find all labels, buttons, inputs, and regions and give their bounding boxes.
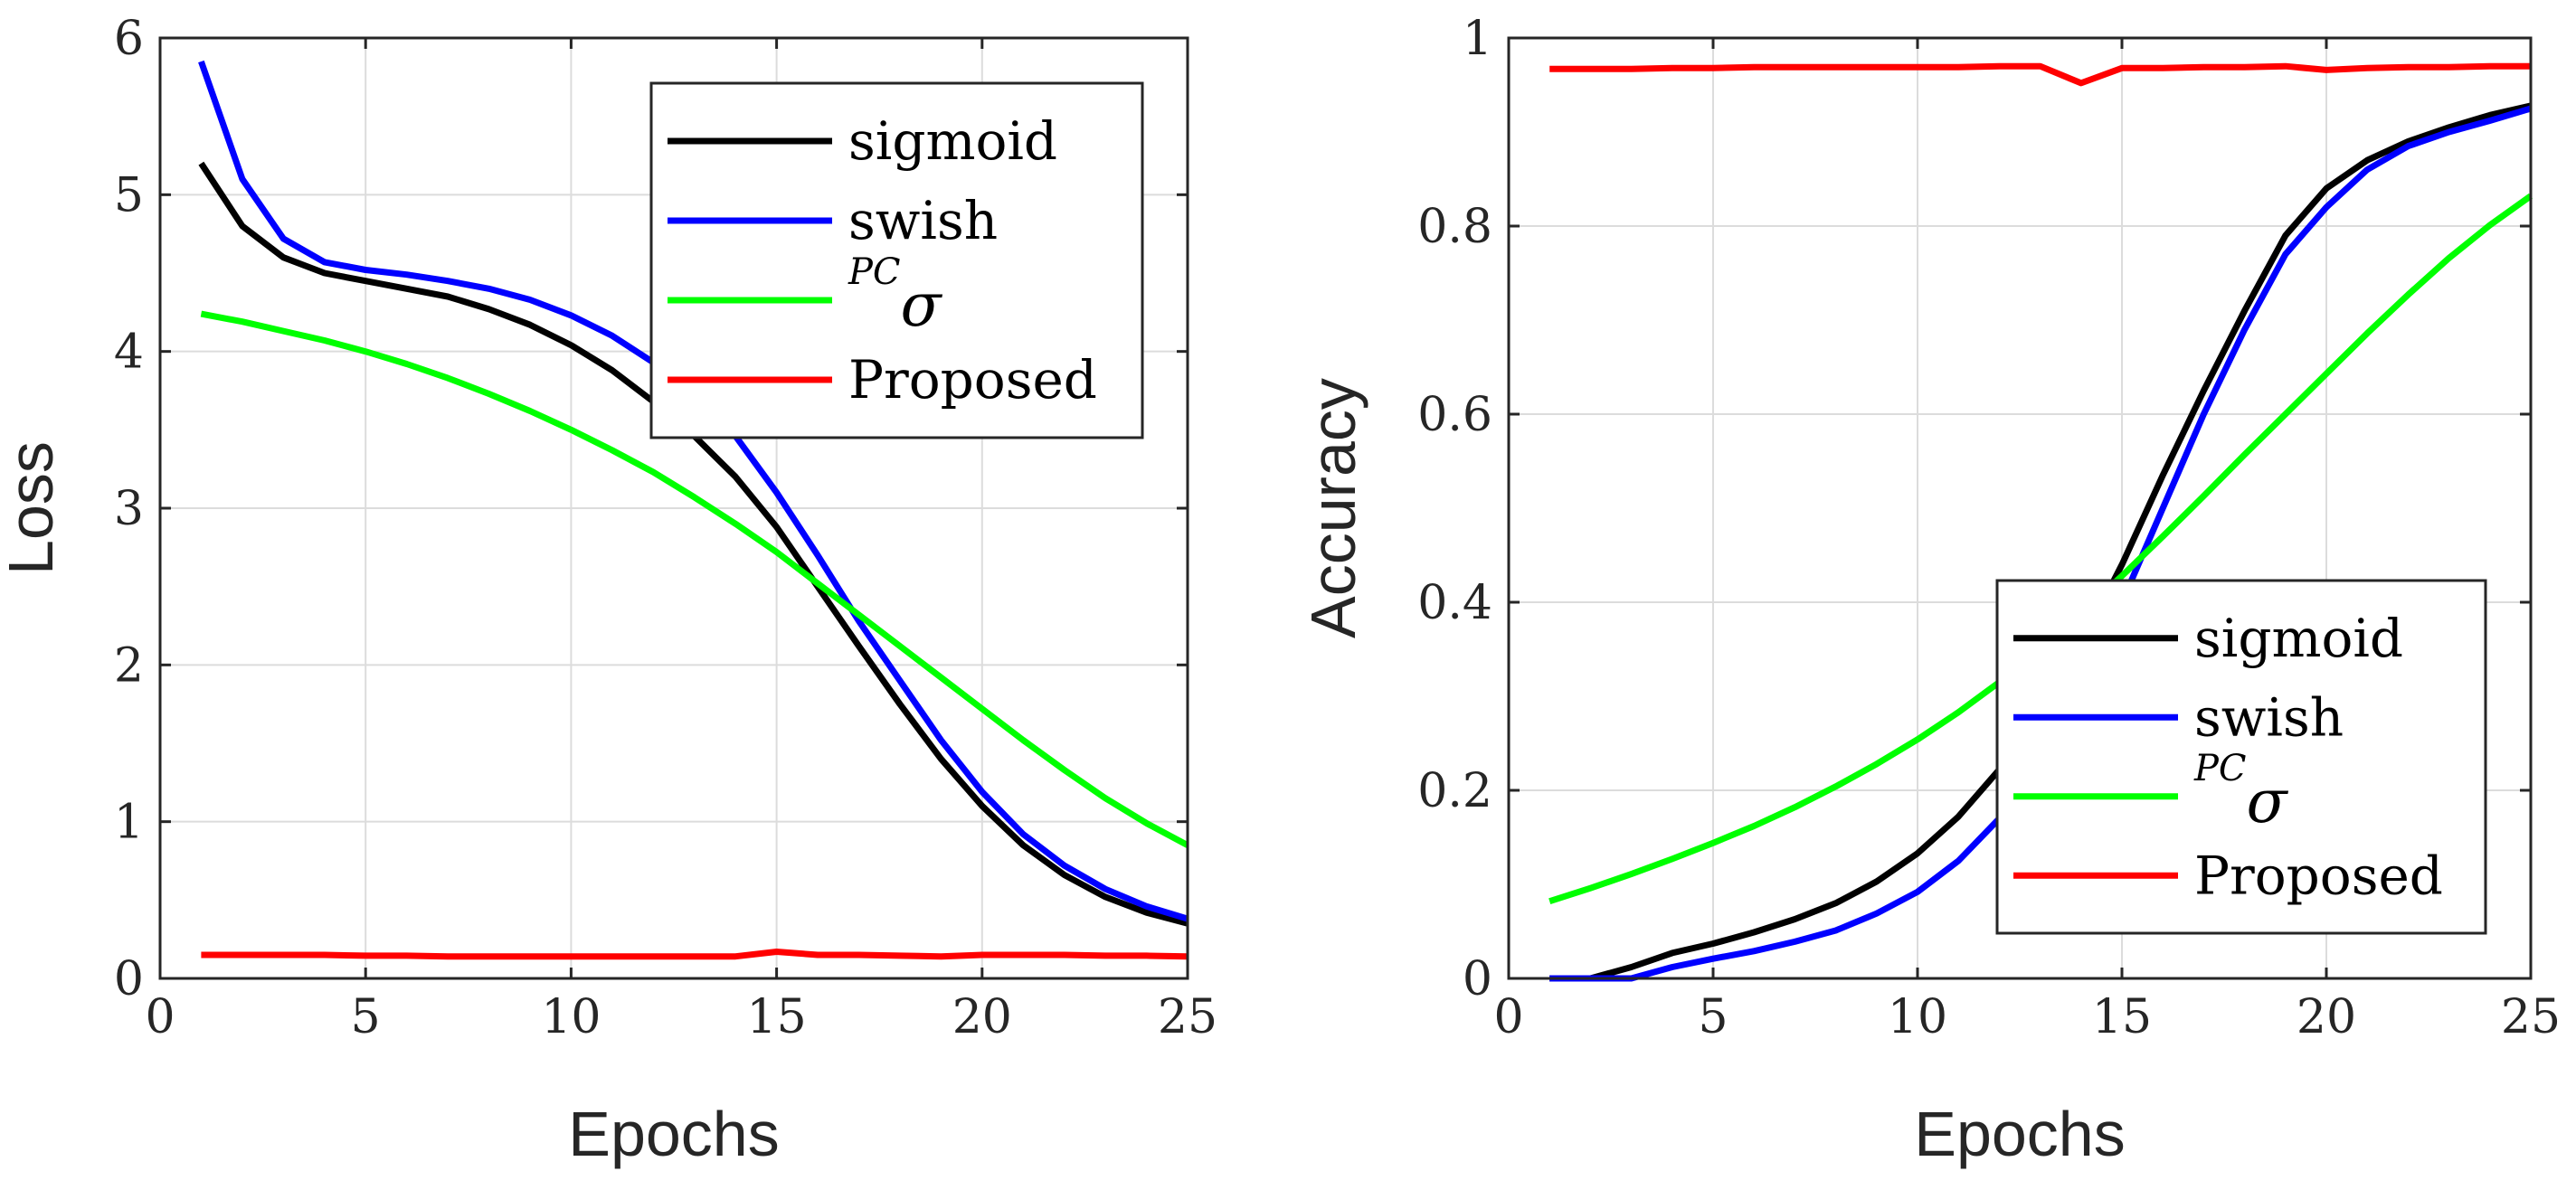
y-tick-label: 3 xyxy=(114,482,144,536)
legend-label: sigmoid xyxy=(848,110,1057,172)
y-tick-label: 4 xyxy=(114,326,144,380)
legend-label: PCσ xyxy=(2193,748,2289,836)
x-tick-label: 20 xyxy=(2297,990,2356,1044)
accuracy-chart: 0 5 10 15 20 25 0 0.2 0.4 0.6 0.8 1 Epochs Accuracy si… xyxy=(1298,12,2561,1169)
y-tick-label: 0.4 xyxy=(1417,576,1492,630)
x-tick-label: 25 xyxy=(2501,990,2561,1044)
x-tick-label: 5 xyxy=(351,990,381,1044)
y-tick-label: 0.6 xyxy=(1417,388,1492,442)
series-line-proposed xyxy=(201,949,1189,960)
legend-label: swish xyxy=(848,190,998,251)
x-tick-label: 0 xyxy=(1493,990,1523,1044)
x-tick-label: 10 xyxy=(1888,990,1947,1044)
legend-label: sigmoid xyxy=(2194,608,2403,669)
y-axis-label: Loss xyxy=(0,441,66,575)
series-line-proposed xyxy=(1549,62,2531,87)
legend-label-symbol: σ xyxy=(2247,767,2289,836)
y-tick-label: 0.8 xyxy=(1417,200,1492,254)
legend-label: PCσ xyxy=(848,251,943,340)
legend-label: Proposed xyxy=(2194,845,2443,906)
x-axis-label: Epochs xyxy=(568,1099,779,1169)
loss-chart: 0 5 10 15 20 250123456EpochsLosssigmoidswishP… xyxy=(0,12,1217,1169)
x-tick-label: 0 xyxy=(145,990,175,1044)
y-axis-label: Accuracy xyxy=(1298,378,1368,638)
y-tick-label: 0.2 xyxy=(1417,764,1492,818)
y-tick-label: 1 xyxy=(114,796,144,850)
y-tick-label: 5 xyxy=(114,168,144,222)
legend-label: Proposed xyxy=(848,349,1097,411)
legend-label-superscript: PC xyxy=(2193,748,2247,789)
legend-label: swish xyxy=(2194,686,2344,748)
x-tick-label: 5 xyxy=(1698,990,1728,1044)
legend-label-symbol: σ xyxy=(901,270,943,340)
x-axis-label: Epochs xyxy=(1914,1099,2125,1169)
y-tick-label: 0 xyxy=(114,952,144,1006)
x-tick-label: 25 xyxy=(1158,990,1217,1044)
series-line-pc xyxy=(200,310,1189,848)
x-tick-label: 15 xyxy=(2092,990,2152,1044)
axes-box xyxy=(1507,36,2533,980)
y-tick-label: 6 xyxy=(114,12,144,66)
legend-label-superscript: PC xyxy=(848,251,901,293)
y-tick-label: 1 xyxy=(1463,12,1492,66)
y-tick-label: 2 xyxy=(114,638,144,693)
x-tick-label: 10 xyxy=(541,990,601,1044)
x-tick-label: 20 xyxy=(952,990,1012,1044)
y-tick-label: 0 xyxy=(1463,952,1492,1006)
x-tick-label: 15 xyxy=(747,990,807,1044)
